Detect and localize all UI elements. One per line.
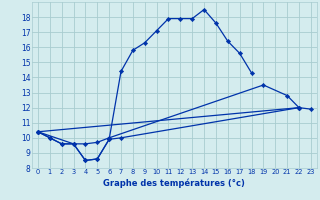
X-axis label: Graphe des températures (°c): Graphe des températures (°c) <box>103 178 245 188</box>
